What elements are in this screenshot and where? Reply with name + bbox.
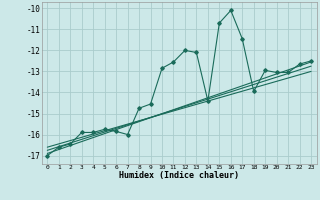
X-axis label: Humidex (Indice chaleur): Humidex (Indice chaleur) <box>119 171 239 180</box>
